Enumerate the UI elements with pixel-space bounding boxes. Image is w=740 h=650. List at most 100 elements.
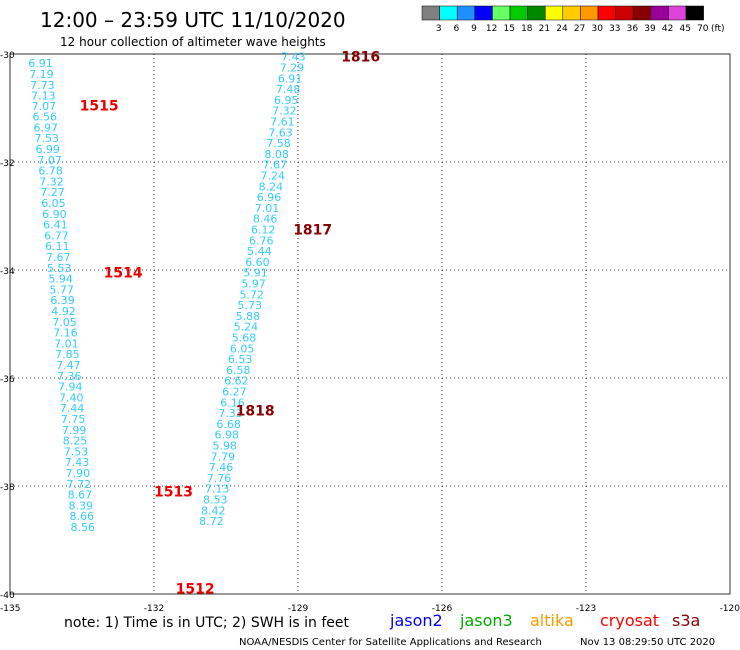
- wave-height-point: 8.24: [259, 180, 284, 193]
- legend-label: 36: [627, 24, 639, 34]
- footer-credit: NOAA/NESDIS Center for Satellite Applica…: [239, 637, 542, 648]
- wave-height-point: 6.77: [44, 229, 69, 242]
- satellite-legend: jason2 jason3 altika cryosat s3a: [389, 611, 700, 630]
- wave-height-point: 6.12: [251, 224, 276, 237]
- wave-height-point: 7.63: [268, 126, 293, 139]
- wave-height-point: 6.27: [222, 386, 247, 399]
- wave-height-point: 7.32: [272, 105, 297, 118]
- wave-height-point: 6.60: [245, 256, 270, 269]
- legend-swatch: [527, 5, 546, 21]
- wave-height-point: 7.43: [281, 51, 306, 64]
- x-tick-label: -132: [144, 604, 164, 614]
- y-tick-label: -40: [0, 591, 15, 601]
- wave-height-point: 5.77: [49, 283, 74, 296]
- legend-label: 33: [609, 24, 620, 34]
- wave-height-point: 8.08: [264, 148, 289, 161]
- legend-swatch: [509, 5, 528, 21]
- wave-height-point: 7.46: [209, 461, 234, 474]
- wave-height-point: 6.53: [228, 353, 253, 366]
- x-tick-label: -135: [0, 604, 20, 614]
- legend-label: 24: [556, 24, 568, 34]
- wave-height-point: 6.16: [220, 396, 245, 409]
- wave-height-point: 5.98: [213, 440, 238, 453]
- wave-height-point: 8.67: [68, 489, 93, 502]
- legend-swatch: [421, 5, 440, 21]
- legend-swatch: [668, 5, 687, 21]
- wave-height-point: 7.44: [60, 402, 85, 415]
- wave-height-point: 7.79: [211, 450, 236, 463]
- y-tick-label: -38: [0, 483, 15, 493]
- y-tick-label: -32: [0, 159, 15, 169]
- wave-height-point: 7.01: [255, 202, 279, 215]
- wave-height-point: 5.73: [238, 299, 263, 312]
- legend-swatch: [562, 5, 581, 21]
- plot-frame: [9, 53, 731, 595]
- wave-height-point: 7.13: [205, 483, 230, 496]
- wave-height-point: 6.95: [274, 94, 299, 107]
- wave-height-point: 6.68: [216, 418, 241, 431]
- legend-swatch: [632, 5, 652, 21]
- legend-swatch: [474, 5, 493, 21]
- wave-height-point: 7.76: [207, 472, 232, 485]
- legend-label: 70: [697, 24, 709, 34]
- satellite-jason2: jason2: [389, 611, 443, 630]
- wave-height-point: 6.99: [35, 143, 60, 156]
- legend-label: 21: [539, 24, 550, 34]
- wave-height-point: 5.88: [236, 310, 261, 323]
- legend-label: 6: [454, 24, 460, 34]
- time-label: 1513: [154, 484, 193, 500]
- legend-swatch: [580, 5, 599, 21]
- wave-height-point: 8.42: [201, 504, 226, 517]
- footer-note: note: 1) Time is in UTC; 2) SWH is in fe…: [64, 615, 350, 631]
- legend-label: 45: [679, 24, 690, 34]
- wave-height-point: 6.58: [226, 364, 251, 377]
- wave-height-point: 7.90: [66, 467, 91, 480]
- legend-swatch: [456, 5, 476, 21]
- legend-swatch: [685, 5, 704, 21]
- wave-height-point: 6.05: [230, 342, 255, 355]
- wave-height-point: 7.43: [65, 456, 90, 469]
- legend-label: 18: [521, 24, 533, 34]
- wave-height-point: 7.33: [218, 407, 243, 420]
- legend-color-bar: 3 6 9 12 15 18 21 24 27 30 33 36 39 42 45 70: [421, 5, 709, 34]
- wave-height-point: 8.66: [70, 510, 95, 523]
- wave-height-point: 6.91: [278, 72, 303, 85]
- legend-label: 15: [503, 24, 514, 34]
- data-points: 6.917.197.737.137.076.566.977.536.997.07…: [28, 51, 305, 534]
- wave-height-point: 7.13: [31, 90, 56, 103]
- time-label: 1512: [176, 582, 215, 598]
- x-tick-label: -126: [432, 604, 453, 614]
- wave-height-point: 7.16: [53, 327, 77, 340]
- legend-label: 39: [644, 24, 656, 34]
- wave-height-point: 6.11: [45, 240, 70, 253]
- footer-timestamp: Nov 13 08:29:50 UTC 2020: [580, 637, 715, 648]
- y-tick-label: -30: [0, 51, 15, 61]
- wave-height-point: 5.94: [48, 273, 73, 286]
- wave-height-point: 8.25: [63, 435, 88, 448]
- wave-height-point: 7.99: [62, 424, 86, 437]
- legend-label: 12: [486, 24, 497, 34]
- wave-height-point: 7.67: [46, 251, 71, 264]
- wave-height-point: 7.61: [270, 116, 295, 129]
- wave-height-point: 7.05: [52, 316, 77, 329]
- time-label: 1816: [341, 50, 380, 66]
- wave-height-point: 7.48: [276, 83, 301, 96]
- wave-height-point: 7.94: [58, 381, 83, 394]
- legend-label: 3: [436, 24, 442, 34]
- wave-height-point: 7.32: [39, 175, 64, 188]
- satellite-jason3: jason3: [459, 611, 513, 630]
- wave-height-point: 6.76: [249, 234, 273, 247]
- legend-swatch: [650, 5, 669, 21]
- wave-height-point: 7.75: [61, 413, 86, 426]
- wave-height-point: 7.29: [280, 62, 305, 75]
- wave-height-point: 5.24: [234, 321, 259, 334]
- wave-height-point: 7.72: [67, 478, 92, 491]
- legend-unit: (ft): [711, 24, 725, 34]
- wave-height-point: 6.78: [38, 165, 63, 178]
- wave-height-point: 5.44: [247, 245, 272, 258]
- wave-height-point: 4.92: [51, 305, 76, 318]
- wave-height-point: 5.72: [239, 288, 264, 301]
- time-label: 1514: [104, 266, 143, 282]
- wave-height-point: 6.39: [50, 294, 75, 307]
